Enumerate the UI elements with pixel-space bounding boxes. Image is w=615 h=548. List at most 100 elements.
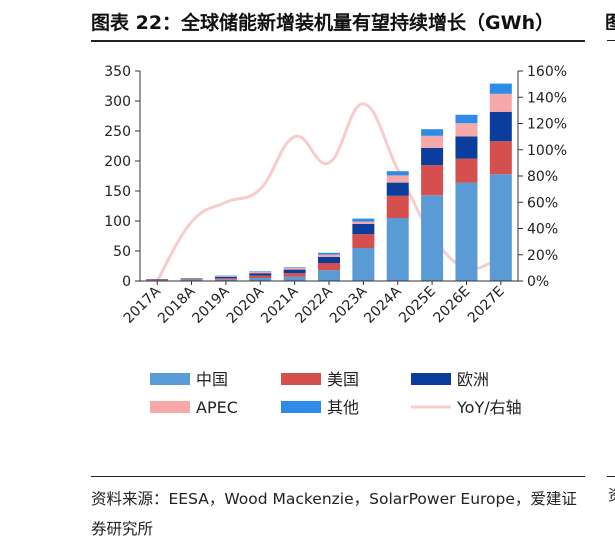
bar-2017A-series-2 (146, 279, 169, 280)
adjacent-column-source-rule (607, 476, 615, 477)
legend-swatch-2 (411, 373, 451, 385)
bar-2019A-series-3 (214, 276, 237, 277)
bar-2026E-series-3 (455, 123, 478, 137)
bar-2020A-series-0 (249, 278, 272, 281)
legend-swatch-4 (281, 401, 321, 413)
legend: 中国 美国 欧洲 APEC 其他 YoY/右轴 (150, 370, 522, 417)
legend-label: 欧洲 (457, 370, 489, 389)
legend-label: 美国 (327, 370, 359, 389)
bar-2024A-series-4 (386, 171, 409, 176)
legend-label: APEC (196, 398, 238, 417)
right-tick-label: 100% (527, 143, 567, 159)
bar-2024A-series-3 (386, 175, 409, 183)
bar-2022A-series-4 (318, 252, 340, 255)
right-tick-label: 0% (527, 274, 549, 290)
bar-2025E-series-1 (421, 165, 444, 196)
left-tick-label: 300 (104, 94, 131, 110)
bar-2027E-series-3 (489, 93, 512, 112)
left-tick-label: 150 (104, 184, 131, 200)
bar-2024A-series-0 (386, 218, 409, 281)
bar-2020A-series-3 (249, 272, 272, 274)
bar-2023A-series-4 (352, 218, 375, 222)
adjacent-column-title-fragment: 图 (605, 12, 615, 30)
right-tick-label: 20% (527, 248, 558, 264)
left-tick-label: 350 (104, 64, 131, 80)
bar-2027E-series-1 (489, 141, 512, 175)
source-note: 资料来源：EESA，Wood Mackenzie，SolarPower Euro… (91, 490, 577, 538)
bar-2022A-series-2 (318, 257, 340, 263)
bar-2019A-series-4 (214, 275, 237, 277)
bar-2018A-series-2 (180, 278, 203, 280)
right-tick-label: 160% (527, 64, 567, 80)
bar-2023A-series-1 (352, 234, 375, 248)
bar-2017A-series-1 (146, 279, 169, 281)
bar-2025E-series-3 (421, 135, 444, 148)
source-rule (91, 476, 585, 477)
bar-2022A-series-3 (318, 254, 340, 257)
right-tick-label: 80% (527, 169, 558, 185)
bar-2019A-series-2 (214, 276, 237, 278)
adjacent-column-source-fragment: 资 (608, 484, 615, 505)
bar-2026E-series-4 (455, 114, 478, 124)
left-tick-label: 50 (113, 244, 131, 260)
bars-layer (146, 83, 512, 281)
bar-2018A-series-1 (180, 279, 203, 280)
bar-2020A-series-4 (249, 271, 272, 272)
x-tick-label: 2018A (155, 283, 199, 327)
x-tick-label: 2027E (465, 284, 508, 327)
adjacent-column-rule (607, 40, 615, 41)
x-tick-label: 2021A (258, 283, 302, 327)
x-tick-label: 2020A (224, 283, 268, 327)
bar-2021A-series-4 (283, 267, 306, 268)
legend-swatch-3 (150, 401, 190, 413)
left-tick-label: 200 (104, 154, 131, 170)
chart-title: 图表 22：全球储能新增装机量有望持续增长（GWh） (91, 12, 555, 34)
x-tick-label: 2024A (361, 283, 405, 327)
x-tick-label: 2025E (396, 284, 439, 327)
bar-2023A-series-0 (352, 248, 375, 281)
bar-2021A-series-3 (283, 267, 306, 270)
bar-2020A-series-1 (249, 275, 272, 278)
bar-2026E-series-0 (455, 182, 478, 281)
bar-2025E-series-4 (421, 129, 444, 136)
bar-2027E-series-2 (489, 111, 512, 142)
x-tick-label: 2023A (327, 283, 371, 327)
x-tick-label: 2026E (431, 284, 474, 327)
bar-2027E-series-0 (489, 174, 512, 281)
legend-swatch-1 (281, 373, 321, 385)
legend-label: 其他 (327, 398, 359, 417)
bar-2025E-series-0 (421, 195, 444, 281)
x-tick-label: 2022A (293, 283, 337, 327)
chart: 0 50 100 150 200 250 300 350 0% 20% 40% 60% 80% 100% 1… (104, 64, 567, 417)
bar-2020A-series-2 (249, 273, 272, 276)
bar-2018A-series-0 (180, 279, 203, 281)
title-rule (91, 40, 585, 42)
bar-2024A-series-2 (386, 182, 409, 196)
bar-2024A-series-1 (386, 195, 409, 218)
legend-swatch-0 (150, 373, 190, 385)
right-tick-label: 120% (527, 117, 567, 133)
bar-2021A-series-1 (283, 273, 306, 277)
bar-2018A-series-3 (180, 278, 203, 279)
legend-label: 中国 (196, 370, 228, 389)
bar-2019A-series-0 (214, 279, 237, 281)
bar-2026E-series-1 (455, 158, 478, 183)
bar-2021A-series-0 (283, 276, 306, 281)
bar-2023A-series-2 (352, 224, 375, 235)
left-tick-label: 100 (104, 214, 131, 230)
bar-2027E-series-4 (489, 83, 512, 94)
right-tick-label: 60% (527, 195, 558, 211)
bar-2022A-series-0 (318, 270, 340, 281)
legend-label: YoY/右轴 (456, 398, 522, 417)
bar-2023A-series-3 (352, 221, 375, 224)
bar-2022A-series-1 (318, 263, 340, 271)
right-tick-label: 40% (527, 222, 558, 238)
bar-2019A-series-1 (214, 278, 237, 280)
left-tick-label: 250 (104, 124, 131, 140)
bar-2021A-series-2 (283, 269, 306, 274)
left-tick-label: 0 (122, 274, 131, 290)
x-tick-label: 2019A (189, 283, 233, 327)
bar-2026E-series-2 (455, 136, 478, 159)
bar-2025E-series-2 (421, 147, 444, 166)
right-tick-label: 140% (527, 90, 567, 106)
